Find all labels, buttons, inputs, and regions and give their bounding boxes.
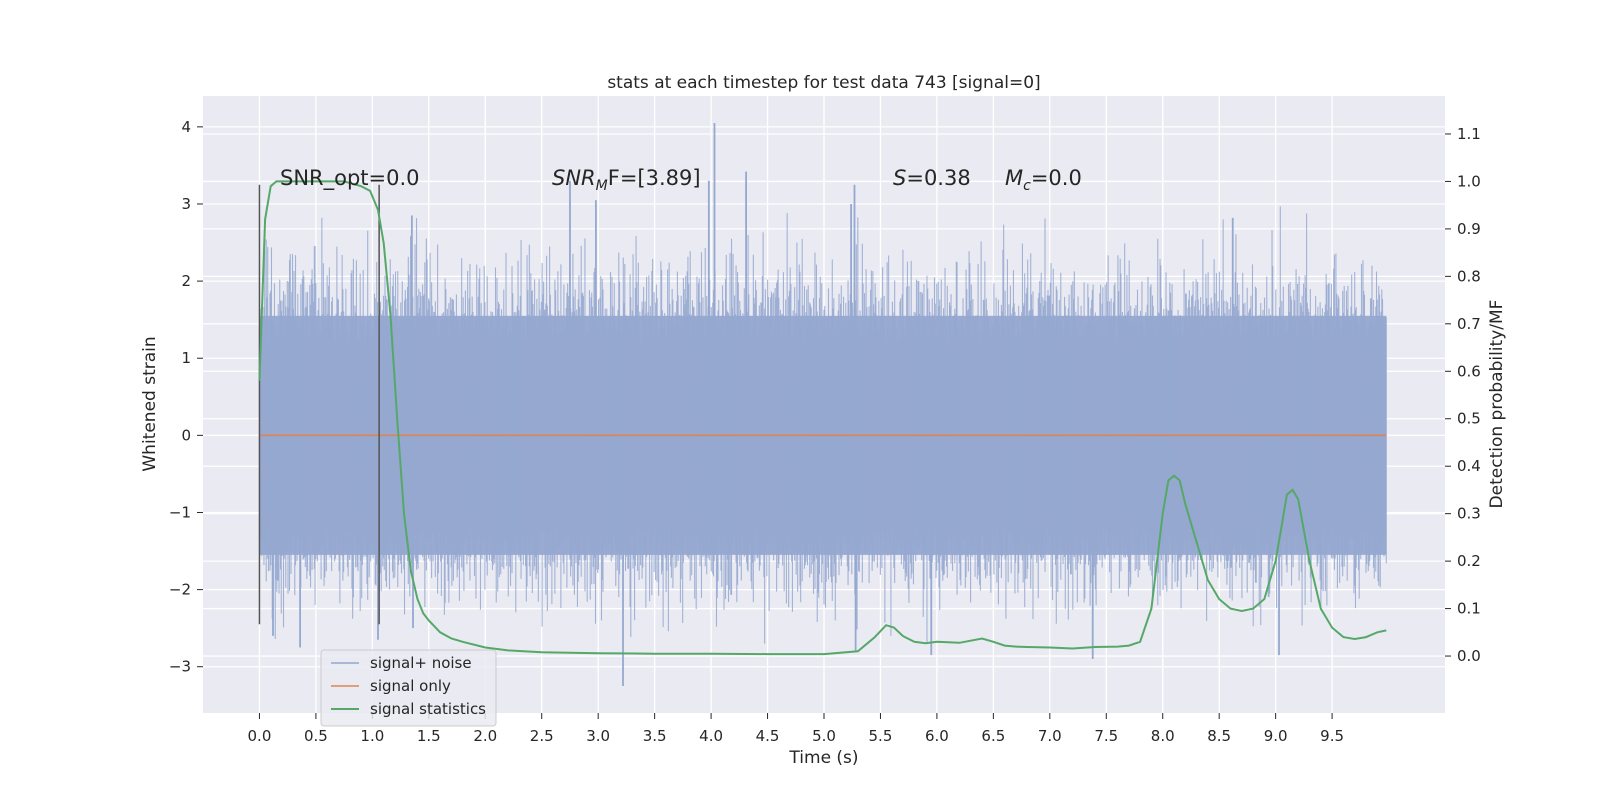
x-tick-label: 2.5 [530, 727, 554, 745]
x-axis-ticks: 0.0 0.5 1.0 1.5 2.0 2.5 3.0 3.5 4.0 4.5 5.0 5.5 6.0 6… [248, 713, 1344, 745]
legend-label-signal-noise: signal+ noise [370, 654, 472, 672]
y-tick-label: 4 [181, 118, 191, 136]
y-tick-label: 0 [181, 426, 191, 444]
annotation-snr-opt: SNR_opt=0.0 [280, 166, 420, 191]
y2-tick-label: 0.8 [1457, 267, 1481, 285]
y-tick-label: −1 [169, 503, 191, 521]
y2-tick-label: 0.1 [1457, 600, 1481, 618]
x-tick-label: 2.0 [473, 727, 497, 745]
annotation-mc-value: =0.0 [1031, 166, 1082, 190]
y2-tick-label: 1.1 [1457, 125, 1481, 143]
x-tick-label: 3.0 [586, 727, 610, 745]
y2-tick-label: 0.7 [1457, 315, 1481, 333]
y2-tick-label: 0.3 [1457, 505, 1481, 523]
annotation-mc-prefix: M [1005, 166, 1023, 190]
x-tick-label: 9.0 [1264, 727, 1288, 745]
legend: signal+ noise signal only signal statist… [320, 649, 497, 727]
y2-tick-label: 0.2 [1457, 552, 1481, 570]
x-tick-label: 1.0 [360, 727, 384, 745]
annotation-s-value: =0.38 [906, 166, 970, 190]
y-axis-title: Whitened strain [140, 336, 160, 471]
y-axis-ticks: 4 3 2 1 0 −1 −2 −3 [169, 118, 203, 676]
annotation-snr-mf: SNRMF=[3.89] [552, 166, 701, 194]
x-tick-label: 3.5 [643, 727, 667, 745]
x-tick-label: 4.5 [756, 727, 780, 745]
y2-tick-label: 0.6 [1457, 362, 1481, 380]
annotation-snr-mf-suffix: F=[3.89] [608, 166, 701, 190]
annotation-mc: Mc=0.0 [1005, 166, 1082, 194]
x-tick-label: 0.5 [304, 727, 328, 745]
x-tick-label: 7.5 [1094, 727, 1118, 745]
legend-label-signal-only: signal only [370, 677, 451, 695]
x-tick-label: 8.0 [1151, 727, 1175, 745]
y2-tick-label: 0.5 [1457, 410, 1481, 428]
chart-title: stats at each timestep for test data 743… [607, 73, 1040, 93]
x-tick-label: 0.0 [248, 727, 272, 745]
annotation-snr-mf-prefix: SNR [552, 166, 596, 190]
y-tick-label: 2 [181, 272, 191, 290]
series-signal-noise [258, 122, 1387, 687]
legend-box [320, 649, 497, 727]
y2-axis-title: Detection probability/MF [1487, 300, 1507, 509]
annotation-s-prefix: S [893, 166, 906, 190]
annotation-snr-mf-sub: M [596, 178, 608, 194]
annotation-mc-sub: c [1023, 178, 1031, 194]
y2-axis-ticks: 1.1 1.0 0.9 0.8 0.7 0.6 0.5 0.4 0.3 0.2 0.1 0.0 [1445, 125, 1481, 665]
x-tick-label: 5.0 [812, 727, 836, 745]
x-tick-label: 7.0 [1038, 727, 1062, 745]
y-tick-label: 3 [181, 195, 191, 213]
x-tick-label: 9.5 [1320, 727, 1344, 745]
y-tick-label: −2 [169, 581, 191, 599]
series-signal-statistics [258, 180, 1387, 656]
annotation-s: S=0.38 [893, 166, 971, 190]
y2-tick-label: 0.0 [1457, 647, 1481, 665]
y-tick-label: −3 [169, 658, 191, 676]
vertical-markers [258, 184, 380, 625]
y2-tick-label: 0.4 [1457, 457, 1481, 475]
x-tick-label: 6.0 [925, 727, 949, 745]
x-tick-label: 8.5 [1207, 727, 1231, 745]
y-tick-label: 1 [181, 349, 191, 367]
x-axis-title: Time (s) [788, 748, 858, 768]
y2-tick-label: 0.9 [1457, 220, 1481, 238]
x-tick-label: 1.5 [417, 727, 441, 745]
x-tick-label: 6.5 [981, 727, 1005, 745]
x-tick-label: 4.0 [699, 727, 723, 745]
legend-label-signal-statistics: signal statistics [370, 700, 486, 718]
x-tick-label: 5.5 [869, 727, 893, 745]
y2-tick-label: 1.0 [1457, 172, 1481, 190]
